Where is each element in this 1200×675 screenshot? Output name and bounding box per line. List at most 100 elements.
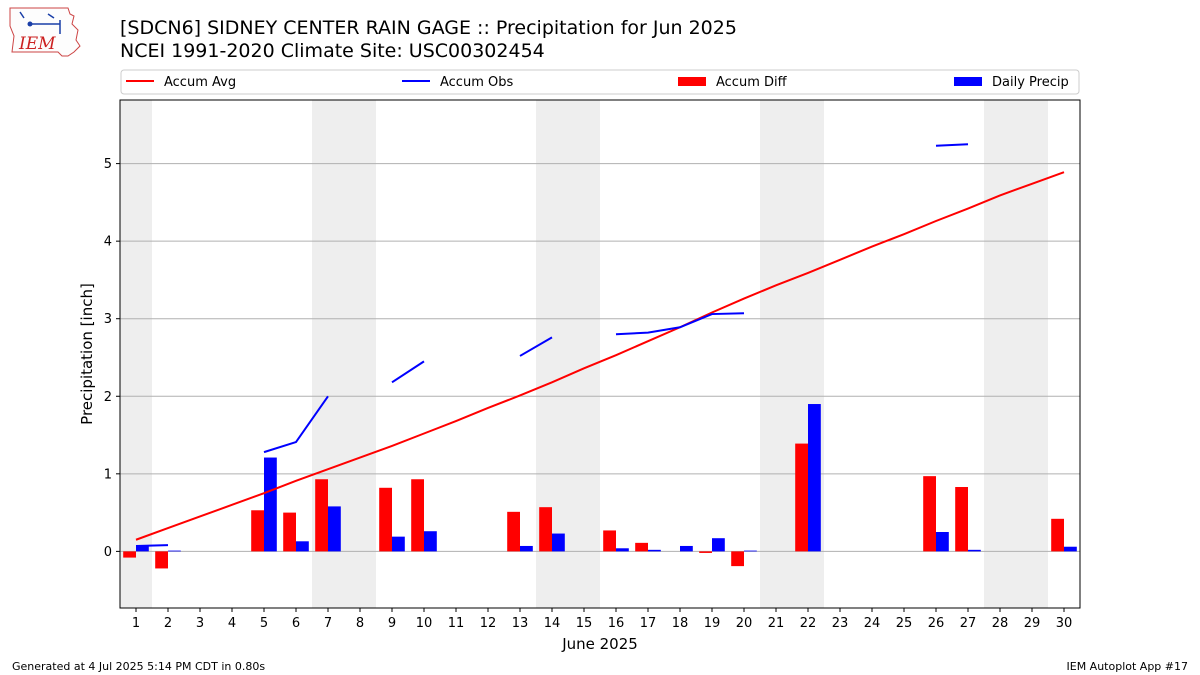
accum-obs-line: [391, 360, 425, 384]
legend-label: Accum Obs: [440, 75, 513, 90]
weekend-band: [568, 100, 600, 608]
x-tick-label: 20: [736, 616, 753, 631]
x-tick-label: 16: [608, 616, 625, 631]
accum-diff-bar: [731, 551, 744, 567]
daily-precip-bar: [712, 538, 725, 552]
daily-precip-bar: [936, 531, 949, 552]
accum-obs-line: [135, 544, 169, 547]
x-tick-label: 13: [512, 616, 529, 631]
weekend-band: [760, 100, 792, 608]
accum-diff-bar: [923, 476, 936, 552]
x-tick-label: 29: [1024, 616, 1041, 631]
legend-swatch-bar: [678, 77, 706, 86]
daily-precip-bar: [744, 550, 757, 552]
accum-diff-bar: [635, 542, 648, 552]
accum-obs-line: [263, 395, 329, 454]
accum-diff-bar: [1051, 518, 1064, 552]
daily-precip-bar: [296, 541, 309, 552]
x-tick-label: 4: [228, 616, 236, 631]
weekend-band: [1016, 100, 1048, 608]
x-tick-label: 9: [388, 616, 396, 631]
x-tick-label: 30: [1056, 616, 1073, 631]
daily-precip-bar: [520, 545, 533, 552]
legend-swatch-bar: [954, 77, 982, 86]
weekend-band: [984, 100, 1016, 608]
accum-diff-bar: [795, 443, 808, 552]
x-tick-label: 26: [928, 616, 945, 631]
x-tick-label: 22: [800, 616, 817, 631]
x-tick-label: 2: [164, 616, 172, 631]
x-tick-label: 15: [576, 616, 593, 631]
accum-obs-line: [519, 336, 553, 357]
accum-diff-bar: [507, 511, 520, 552]
y-tick-label: 3: [104, 312, 112, 327]
daily-precip-bar: [136, 545, 149, 552]
accum-diff-bar: [955, 487, 968, 552]
x-tick-label: 7: [324, 616, 332, 631]
x-tick-label: 23: [832, 616, 849, 631]
accum-obs-line: [935, 143, 969, 147]
accum-diff-bar: [251, 510, 264, 552]
y-tick-label: 2: [104, 390, 112, 405]
footer-generated: Generated at 4 Jul 2025 5:14 PM CDT in 0…: [12, 660, 266, 673]
y-axis-label: Precipitation [inch]: [78, 283, 96, 425]
x-tick-label: 11: [448, 616, 465, 631]
chart-title: [SDCN6] SIDNEY CENTER RAIN GAGE :: Preci…: [120, 17, 737, 39]
accum-avg-line: [135, 171, 1065, 541]
x-tick-label: 8: [356, 616, 364, 631]
daily-precip-bar: [328, 506, 341, 552]
accum-diff-bar: [379, 487, 392, 552]
x-tick-label: 12: [480, 616, 497, 631]
weekend-band: [120, 100, 152, 608]
y-tick-label: 5: [104, 157, 112, 172]
y-tick-label: 4: [104, 235, 112, 250]
legend-label: Daily Precip: [992, 75, 1069, 90]
accum-diff-bar: [411, 479, 424, 552]
daily-precip-bar: [968, 549, 981, 552]
x-tick-label: 6: [292, 616, 300, 631]
accum-obs-line: [615, 312, 745, 336]
accum-diff-bar: [603, 530, 616, 552]
daily-precip-bar: [424, 531, 437, 552]
legend-label: Accum Avg: [164, 75, 236, 90]
iem-logo: IEM: [9, 7, 81, 57]
accum-diff-bar: [699, 551, 712, 553]
y-tick-label: 1: [104, 467, 112, 482]
plot-frame: [119, 99, 1081, 609]
weekend-band: [344, 100, 376, 608]
x-tick-label: 18: [672, 616, 689, 631]
x-tick-label: 21: [768, 616, 785, 631]
daily-precip-bar: [808, 404, 821, 552]
daily-precip-bar: [168, 550, 181, 552]
x-tick-label: 14: [544, 616, 561, 631]
footer-app: IEM Autoplot App #17: [1066, 660, 1189, 673]
x-tick-label: 25: [896, 616, 913, 631]
accum-diff-bar: [123, 551, 136, 558]
daily-precip-bar: [680, 545, 693, 552]
logo-text: IEM: [18, 34, 56, 54]
accum-diff-bar: [283, 512, 296, 552]
x-tick-label: 27: [960, 616, 977, 631]
y-tick-label: 0: [104, 545, 112, 560]
x-tick-label: 10: [416, 616, 433, 631]
x-tick-label: 1: [132, 616, 140, 631]
accum-diff-bar: [155, 551, 168, 569]
x-tick-label: 28: [992, 616, 1009, 631]
x-tick-label: 17: [640, 616, 657, 631]
daily-precip-bar: [552, 533, 565, 552]
legend-box: [120, 69, 1080, 95]
chart-subtitle: NCEI 1991-2020 Climate Site: USC00302454: [120, 40, 545, 62]
x-tick-label: 3: [196, 616, 204, 631]
accum-diff-bar: [539, 507, 552, 552]
x-axis-label: June 2025: [561, 635, 638, 653]
daily-precip-bar: [264, 457, 277, 552]
x-tick-label: 24: [864, 616, 881, 631]
daily-precip-bar: [392, 536, 405, 552]
legend-label: Accum Diff: [716, 75, 788, 90]
daily-precip-bar: [1064, 546, 1077, 552]
accum-diff-bar: [315, 479, 328, 552]
x-tick-label: 5: [260, 616, 268, 631]
daily-precip-bar: [616, 548, 629, 552]
daily-precip-bar: [648, 549, 661, 552]
